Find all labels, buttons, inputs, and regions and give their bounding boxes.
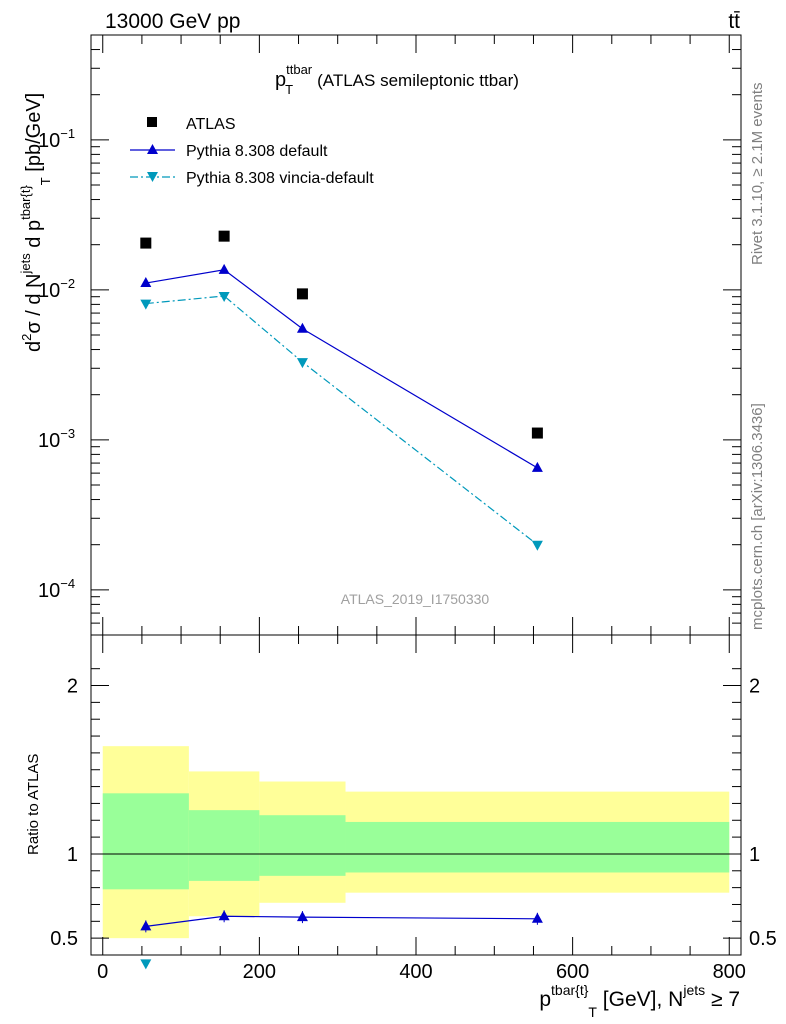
legend-vincia-label: Pythia 8.308 vincia-default — [186, 170, 374, 187]
ratio-xlabel: ptbar{t}T [GeV], Njets ≥ 7 — [539, 982, 740, 1020]
ratio-ytick-label-right: 2 — [749, 676, 760, 698]
vincia-data-point — [140, 299, 152, 310]
ratio-default-point — [218, 910, 230, 921]
ratio-xtick-label: 600 — [556, 961, 589, 983]
default-data-point — [531, 461, 543, 472]
ratio-default-point — [140, 920, 152, 931]
uncertainty-band-inner — [259, 815, 346, 876]
title-sub: T — [285, 82, 293, 97]
vincia-data-point — [296, 358, 308, 369]
default-data-point — [140, 277, 152, 288]
legend-atlas-label: ATLAS — [186, 116, 236, 133]
atlas-data-point — [531, 427, 543, 439]
main-ticks — [91, 34, 741, 636]
ratio-xtick-label: 0 — [97, 961, 108, 983]
ratio-ytick-label-right: 1 — [749, 844, 760, 866]
ratio-panel: 0.5 0.5 1 1 2 2 0 200 400 600 800 Ratio to ATLAS p… — [25, 634, 777, 1020]
energy-label: 13000 GeV pp — [105, 10, 240, 33]
main-ytick-label: 10−4 — [38, 576, 75, 602]
legend-default-label: Pythia 8.308 default — [186, 143, 328, 160]
ratio-ytick-label-left: 1 — [67, 844, 78, 866]
ratio-ytick-label-left: 2 — [67, 676, 78, 698]
title-rest: (ATLAS semileptonic ttbar) — [317, 71, 519, 90]
ratio-default-point — [531, 912, 543, 923]
plot-title: pttbar T (ATLAS semileptonic ttbar) — [275, 62, 519, 97]
uncertainty-band-inner — [188, 810, 260, 881]
ratio-xtick-label: 200 — [243, 961, 276, 983]
ratio-xtick-label: 400 — [399, 961, 432, 983]
ratio-plot-area — [91, 746, 741, 970]
vincia-series-line — [145, 295, 538, 546]
main-plot-area — [140, 230, 543, 551]
main-ytick-label: 10−3 — [38, 426, 75, 452]
atlas-data-point — [140, 237, 152, 249]
atlas-data-point — [218, 230, 230, 242]
main-ytick-label: 10−1 — [38, 126, 75, 152]
analysis-watermark: ATLAS_2019_I1750330 — [341, 591, 490, 607]
default-data-point — [218, 263, 230, 274]
legend-default-marker — [147, 144, 158, 154]
legend: ATLAS Pythia 8.308 default Pythia 8.308 … — [130, 116, 374, 187]
main-panel: 10−1 10−2 10−3 10−4 pttbar T (ATLAS semilepto… — [18, 34, 742, 636]
title-sup: ttbar — [286, 62, 313, 77]
process-label: tt̄ — [728, 10, 740, 33]
vincia-data-point — [218, 291, 230, 302]
ratio-ytick-label-left: 0.5 — [50, 928, 78, 950]
legend-vincia-marker — [147, 172, 158, 182]
ratio-default-line — [145, 915, 538, 927]
rivet-label: Rivet 3.1.10, ≥ 2.1M events — [749, 83, 766, 266]
title-main: p — [275, 69, 286, 91]
ratio-default-point — [296, 911, 308, 922]
uncertainty-band-inner — [102, 793, 189, 890]
main-ylabel: d2σ / d Njets d ptbar{t}T [pb/GeV] — [18, 93, 53, 352]
ratio-ticks — [91, 635, 741, 955]
default-series-line — [145, 269, 538, 469]
uncertainty-band-inner — [345, 821, 730, 873]
ratio-tick-labels: 0.5 0.5 1 1 2 2 0 200 400 600 800 — [50, 676, 777, 983]
legend-atlas-marker — [147, 117, 157, 127]
main-ytick-label: 10−2 — [38, 276, 75, 302]
ratio-ytick-label-right: 0.5 — [749, 928, 777, 950]
default-data-point — [296, 322, 308, 333]
ratio-ylabel: Ratio to ATLAS — [25, 754, 42, 855]
ratio-xtick-label: 800 — [713, 961, 746, 983]
mcplots-label: mcplots.cern.ch [arXiv:1306.3436] — [749, 403, 766, 630]
vincia-data-point — [531, 540, 543, 551]
atlas-data-point — [296, 288, 308, 300]
ratio-vincia-point — [140, 959, 152, 970]
main-ytick-labels: 10−1 10−2 10−3 10−4 — [38, 126, 75, 602]
